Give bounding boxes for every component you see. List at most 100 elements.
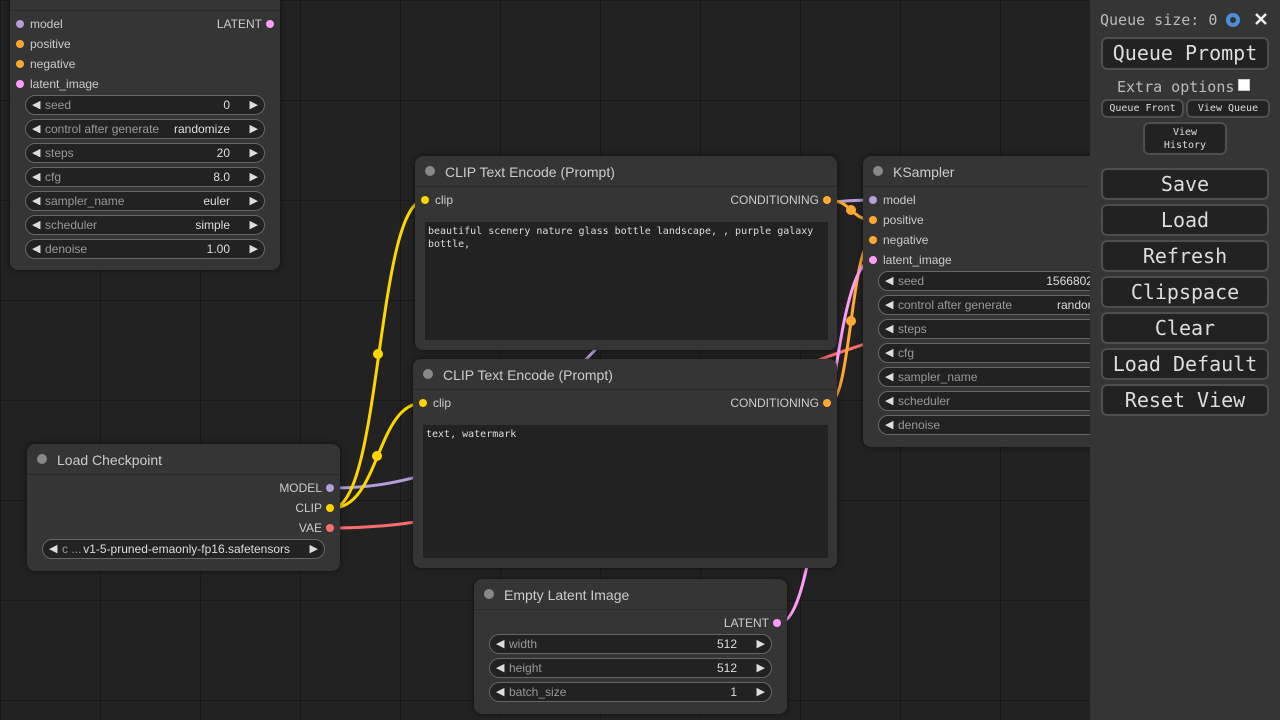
widget-name: scheduler xyxy=(898,394,951,408)
arrow-left: ◀ xyxy=(32,147,41,159)
extra-options-checkbox[interactable] xyxy=(1238,79,1250,91)
widget[interactable]: ◀ width 512 ▶ xyxy=(489,634,772,654)
arrow-right: ▶ xyxy=(756,686,765,698)
input-slot[interactable] xyxy=(16,60,24,68)
widget-name: steps xyxy=(45,146,74,160)
widget-value: 512 xyxy=(716,661,737,675)
widget-name: scheduler xyxy=(45,218,98,232)
input-label: latent_image xyxy=(883,253,952,267)
widget-value: simple xyxy=(195,218,230,232)
widget-value: 20 xyxy=(216,146,230,160)
node-status-dot xyxy=(873,166,883,176)
prompt-textarea[interactable]: text, watermark xyxy=(423,425,828,558)
widget[interactable]: ◀ denoise 1.00 ▶ xyxy=(25,239,265,259)
node: CLIP Text Encode (Prompt) clip CONDITIONIN… xyxy=(415,156,837,350)
queue-front-button[interactable]: Queue Front xyxy=(1101,99,1184,118)
widget-name: height xyxy=(509,661,542,675)
menu-button[interactable]: Reset View xyxy=(1101,384,1269,416)
input-slot[interactable] xyxy=(869,216,877,224)
input-slot[interactable] xyxy=(869,256,877,264)
input-label: positive xyxy=(30,37,71,51)
output-slot[interactable] xyxy=(823,399,831,407)
node-title: Load Checkpoint xyxy=(57,452,163,468)
widget-name: denoise xyxy=(45,242,88,256)
widget[interactable]: ◀denoise▶ xyxy=(878,415,1148,435)
input-slot[interactable] xyxy=(869,196,877,204)
widget[interactable]: ◀ c ... v1-5-pruned-emaonly-fp16.safetenso… xyxy=(42,539,325,559)
output-label: MODEL xyxy=(279,481,322,495)
input-label: clip xyxy=(435,193,454,207)
widget[interactable]: ◀ sampler_name euler ▶ xyxy=(25,191,265,211)
widget[interactable]: ◀ batch_size 1 ▶ xyxy=(489,682,772,702)
view-queue-button[interactable]: View Queue xyxy=(1186,99,1270,118)
arrow-right: ▶ xyxy=(249,195,258,207)
arrow-right: ▶ xyxy=(756,638,765,650)
arrow-left: ◀ xyxy=(49,543,58,555)
link-center xyxy=(373,349,383,359)
widget[interactable]: ◀ seed 0 ▶ xyxy=(25,95,265,115)
arrow-right: ▶ xyxy=(756,662,765,674)
input-slot[interactable] xyxy=(419,399,427,407)
title-separator xyxy=(474,609,787,610)
arrow-left: ◀ xyxy=(32,219,41,231)
node-status-dot xyxy=(484,589,494,599)
widget[interactable]: ◀ height 512 ▶ xyxy=(489,658,772,678)
prompt-textarea[interactable]: beautiful scenery nature glass bottle la… xyxy=(425,222,828,340)
output-slot[interactable] xyxy=(266,20,274,28)
output-slot[interactable] xyxy=(326,484,334,492)
input-slot[interactable] xyxy=(16,40,24,48)
arrow-left: ◀ xyxy=(496,638,505,650)
output-slot[interactable] xyxy=(823,196,831,204)
widget[interactable]: ◀ steps 20 ▶ xyxy=(25,143,265,163)
input-slot[interactable] xyxy=(869,236,877,244)
settings-icon[interactable] xyxy=(1223,10,1243,30)
menu-button[interactable]: Load Default xyxy=(1101,348,1269,380)
widget-name: control after generate xyxy=(898,298,1013,312)
input-slot[interactable] xyxy=(421,196,429,204)
arrow-left: ◀ xyxy=(32,123,41,135)
input-slot[interactable] xyxy=(16,80,24,88)
menu-button[interactable]: Save xyxy=(1101,168,1269,200)
menu-button[interactable]: Load xyxy=(1101,204,1269,236)
menu-button[interactable]: Refresh xyxy=(1101,240,1269,272)
widget[interactable]: ◀ scheduler simple ▶ xyxy=(25,215,265,235)
menu-button[interactable]: Clear xyxy=(1101,312,1269,344)
extra-options-label: Extra options xyxy=(1117,78,1235,96)
widget-value: 8.0 xyxy=(213,170,230,184)
menu-button[interactable]: Clipspace xyxy=(1101,276,1269,308)
widget-name: seed xyxy=(45,98,72,112)
input-label: latent_image xyxy=(30,77,99,91)
widget-name: sampler_name xyxy=(898,370,978,384)
arrow-left: ◀ xyxy=(885,323,894,335)
output-label: CONDITIONING xyxy=(730,396,819,410)
widget-name: cfg xyxy=(898,346,915,360)
widget[interactable]: ◀ cfg 8.0 ▶ xyxy=(25,167,265,187)
widget-value: euler xyxy=(203,194,230,208)
output-slot[interactable] xyxy=(326,504,334,512)
view-history-button[interactable]: View History xyxy=(1143,122,1227,155)
widget[interactable]: ◀scheduler▶ xyxy=(878,391,1148,411)
title-separator xyxy=(10,10,280,11)
node-title: Empty Latent Image xyxy=(504,587,630,603)
arrow-left: ◀ xyxy=(885,347,894,359)
input-slot[interactable] xyxy=(16,20,24,28)
output-slot[interactable] xyxy=(326,524,334,532)
widget-value: 0 xyxy=(223,98,230,112)
arrow-left: ◀ xyxy=(885,419,894,431)
arrow-left: ◀ xyxy=(885,299,894,311)
node: Load Checkpoint MODEL CLIP VAE ◀ c ... v1-5-pr… xyxy=(27,444,340,571)
node-title: KSampler xyxy=(893,164,955,180)
widget-name: width xyxy=(509,637,538,651)
output-slot[interactable] xyxy=(773,619,781,627)
input-label: model xyxy=(30,17,63,31)
widget[interactable]: ◀sampler_name▶ xyxy=(878,367,1148,387)
output-label: LATENT xyxy=(216,17,262,31)
close-icon[interactable] xyxy=(1254,12,1268,26)
input-label: positive xyxy=(883,213,924,227)
title-separator xyxy=(863,186,1163,187)
queue-prompt-button[interactable]: Queue Prompt xyxy=(1101,37,1269,70)
arrow-left: ◀ xyxy=(496,686,505,698)
widget-name: control after generate xyxy=(45,122,160,136)
